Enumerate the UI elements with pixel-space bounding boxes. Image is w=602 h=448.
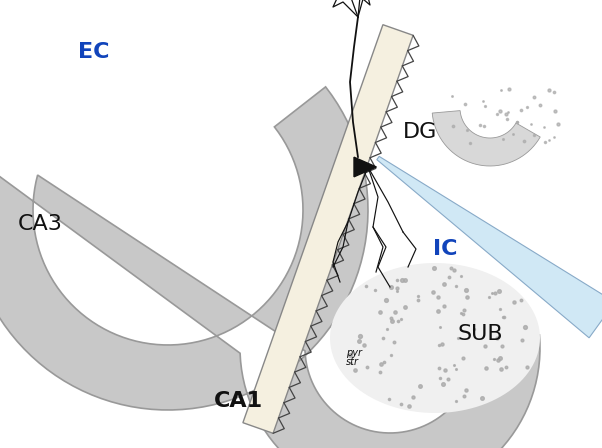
Text: IC: IC	[433, 239, 458, 258]
Text: SUB: SUB	[458, 324, 503, 344]
Polygon shape	[330, 263, 540, 413]
Text: CA1: CA1	[214, 391, 263, 411]
Polygon shape	[0, 87, 540, 448]
Text: CA3: CA3	[18, 214, 63, 234]
Polygon shape	[377, 156, 602, 338]
Polygon shape	[432, 111, 540, 166]
Text: EC: EC	[78, 42, 110, 61]
Polygon shape	[243, 25, 413, 433]
Text: pyr: pyr	[346, 348, 362, 358]
Text: DG: DG	[403, 122, 438, 142]
Polygon shape	[354, 157, 376, 177]
Text: str: str	[346, 357, 359, 367]
